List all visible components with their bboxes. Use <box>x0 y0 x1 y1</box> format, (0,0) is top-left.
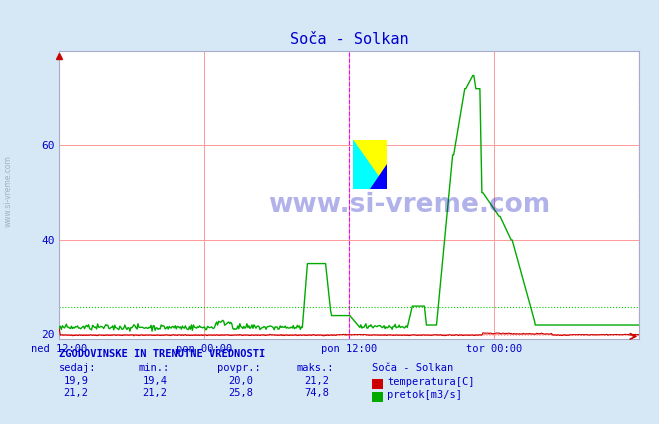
Text: 25,8: 25,8 <box>228 388 253 399</box>
Polygon shape <box>370 164 387 189</box>
Polygon shape <box>353 140 387 189</box>
Text: 21,2: 21,2 <box>142 388 167 399</box>
Text: 21,2: 21,2 <box>63 388 88 399</box>
Text: maks.:: maks.: <box>297 363 334 373</box>
Text: 21,2: 21,2 <box>304 376 329 386</box>
Text: pretok[m3/s]: pretok[m3/s] <box>387 390 463 400</box>
Text: Soča - Solkan: Soča - Solkan <box>372 363 453 373</box>
Text: min.:: min.: <box>138 363 169 373</box>
Text: sedaj:: sedaj: <box>59 363 97 373</box>
Title: Soča - Solkan: Soča - Solkan <box>290 32 409 47</box>
Text: temperatura[C]: temperatura[C] <box>387 377 475 387</box>
Text: povpr.:: povpr.: <box>217 363 261 373</box>
Polygon shape <box>353 140 387 189</box>
Text: ZGODOVINSKE IN TRENUTNE VREDNOSTI: ZGODOVINSKE IN TRENUTNE VREDNOSTI <box>59 349 266 359</box>
Text: 74,8: 74,8 <box>304 388 329 399</box>
Text: 19,9: 19,9 <box>63 376 88 386</box>
Text: 19,4: 19,4 <box>142 376 167 386</box>
Text: www.si-vreme.com: www.si-vreme.com <box>4 155 13 227</box>
Text: www.si-vreme.com: www.si-vreme.com <box>268 192 550 218</box>
Text: 20,0: 20,0 <box>228 376 253 386</box>
